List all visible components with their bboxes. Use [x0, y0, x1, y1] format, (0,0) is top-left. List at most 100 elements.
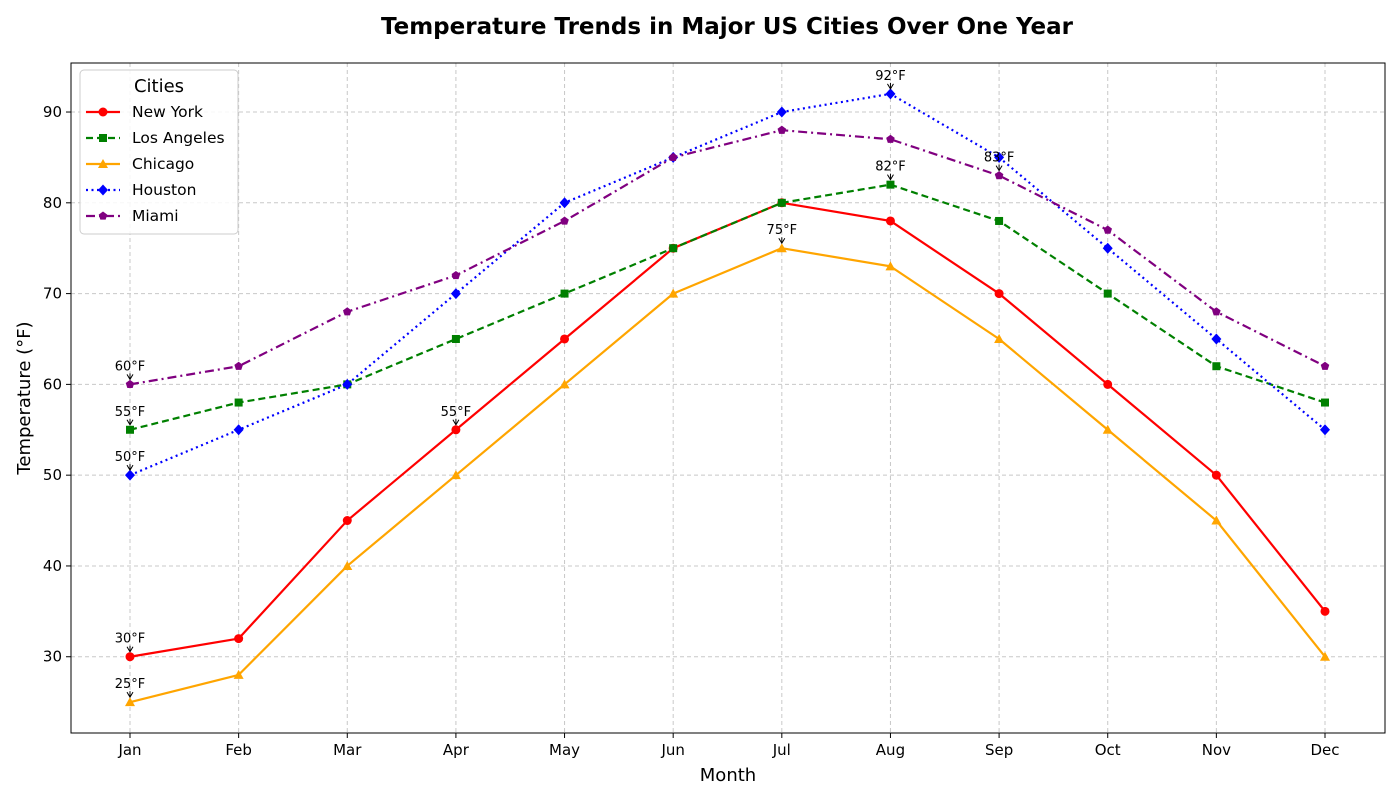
series-line — [129, 247, 1326, 704]
x-tick-label: Feb — [225, 741, 252, 759]
annotation: 83°F — [984, 151, 1014, 172]
annotation-label: 75°F — [767, 223, 798, 238]
x-tick-label: May — [549, 741, 580, 759]
data-point — [1321, 398, 1329, 407]
data-point — [1103, 379, 1113, 389]
data-point — [559, 379, 570, 389]
legend-entry[interactable]: Los Angeles — [86, 129, 225, 147]
annotation-label: 30°F — [115, 632, 146, 647]
y-tick-label: 60 — [43, 375, 62, 393]
data-point — [1320, 424, 1330, 436]
legend-entry[interactable]: Miami — [86, 207, 179, 225]
x-tick-label: Jun — [660, 741, 684, 759]
annotation-label: 92°F — [875, 69, 906, 84]
legend-entry[interactable]: New York — [86, 103, 203, 121]
legend-marker — [99, 134, 107, 142]
data-point — [886, 180, 895, 189]
series-line — [129, 183, 1326, 431]
data-point — [994, 333, 1005, 343]
data-point — [1102, 242, 1113, 254]
data-point — [1320, 361, 1330, 370]
data-point — [233, 424, 244, 436]
data-point — [234, 398, 243, 407]
legend[interactable]: Cities New York Los Angeles Chicago Houston… — [79, 69, 239, 235]
data-point — [1212, 362, 1221, 371]
data-point — [342, 378, 353, 390]
y-tick-label: 70 — [43, 285, 62, 303]
annotation-label: 55°F — [115, 405, 146, 420]
data-point — [994, 171, 1004, 180]
data-point — [995, 216, 1004, 225]
y-axis-label: Temperature (°F) — [14, 321, 35, 475]
annotation-label: 60°F — [115, 359, 146, 374]
data-point — [560, 216, 569, 225]
x-tick-label: Dec — [1310, 741, 1339, 759]
data-point — [885, 261, 896, 271]
x-tick-label: Jan — [117, 741, 141, 759]
legend-marker — [98, 159, 108, 168]
data-point — [451, 425, 461, 435]
x-tick-label: Sep — [985, 741, 1013, 759]
y-tick-label: 30 — [43, 648, 62, 666]
data-point — [342, 307, 352, 316]
data-point — [669, 244, 678, 253]
annotation: 55°F — [441, 405, 472, 426]
data-point — [1320, 651, 1330, 661]
data-point — [234, 634, 244, 644]
legend-label: New York — [132, 103, 203, 121]
annotation-label: 55°F — [441, 405, 472, 420]
series-line — [129, 201, 1326, 658]
annotation: 25°F — [115, 677, 145, 699]
data-point — [1211, 515, 1222, 525]
data-point — [1212, 307, 1221, 316]
y-tick-label: 80 — [43, 194, 62, 212]
plot-frame — [70, 62, 1386, 734]
data-point — [234, 361, 243, 370]
legend-marker — [98, 211, 108, 220]
annotation-label: 50°F — [115, 450, 146, 465]
data-point — [125, 379, 135, 389]
data-point — [885, 88, 896, 100]
annotation: 55°F — [115, 405, 146, 426]
data-point — [126, 425, 134, 434]
annotation: 75°F — [767, 223, 798, 245]
data-point — [342, 516, 352, 526]
series-new-york — [125, 198, 1330, 662]
y-tick-label: 90 — [43, 103, 62, 121]
legend-entry[interactable]: Houston — [86, 181, 196, 199]
legend-label: Houston — [132, 181, 196, 199]
series-line — [129, 92, 1326, 477]
legend-marker — [98, 107, 108, 117]
grid — [71, 63, 1385, 733]
series-layer — [125, 88, 1330, 707]
data-point — [776, 106, 787, 118]
legend-entry[interactable]: Chicago — [86, 155, 194, 173]
annotation: 30°F — [115, 632, 146, 653]
data-point — [668, 288, 679, 298]
data-point — [233, 669, 244, 679]
series-houston — [125, 88, 1330, 481]
x-tick-label: Apr — [443, 741, 470, 759]
legend-title: Cities — [134, 76, 184, 97]
data-point — [668, 152, 678, 162]
data-point — [1211, 333, 1222, 345]
y-tick-label: 50 — [43, 466, 62, 484]
legend-marker — [98, 184, 108, 196]
data-point — [777, 198, 786, 207]
data-point — [1102, 424, 1113, 434]
data-point — [1211, 470, 1221, 480]
chart-title: Temperature Trends in Major US Cities Ov… — [381, 14, 1074, 40]
annotation: 60°F — [115, 359, 146, 381]
data-point — [1103, 289, 1112, 298]
y-axis-ticks: 30 40 50 60 70 80 90 — [43, 103, 71, 666]
data-point — [994, 289, 1004, 299]
data-point — [560, 289, 569, 298]
annotation: 50°F — [115, 450, 146, 472]
annotation-label: 82°F — [875, 160, 906, 175]
legend-label: Los Angeles — [132, 129, 225, 147]
data-point — [125, 469, 135, 481]
data-point — [1103, 225, 1113, 234]
x-axis-ticks: Jan Feb Mar Apr May Jun Jul Aug Sep Oct Nov Dec — [117, 733, 1340, 759]
legend-label: Miami — [132, 207, 179, 225]
data-point — [125, 652, 135, 662]
